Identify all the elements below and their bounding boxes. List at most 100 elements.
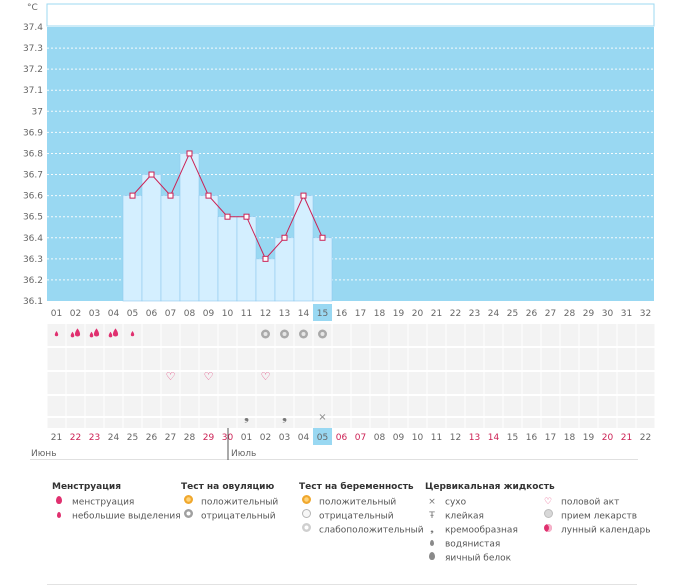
calendar-date-label: 03 [279, 433, 290, 443]
marker-cell [617, 418, 636, 428]
calendar-date-label: 19 [583, 433, 595, 443]
marker-cell [636, 372, 655, 394]
marker-cell [351, 324, 370, 346]
moon-icon [544, 524, 552, 532]
marker-cell [636, 324, 655, 346]
cycle-day-label: 12 [260, 309, 271, 319]
cycle-day-label: 01 [51, 309, 62, 319]
cycle-day-label: 32 [640, 309, 651, 319]
month-label: Июнь [31, 449, 57, 459]
calendar-date-label: 12 [450, 433, 461, 443]
dry-icon: × [428, 497, 436, 507]
ovulation-negative-core [301, 332, 306, 336]
temperature-bar [198, 195, 219, 302]
cycle-day-label: 29 [583, 309, 595, 319]
marker-cell [123, 348, 142, 370]
y-tick-label: 37.1 [23, 86, 43, 96]
y-unit-label: °C [27, 3, 38, 13]
legend-ovulation: Тест на овуляцию положительный отрицател… [181, 481, 278, 523]
legend-item: отрицательный [299, 509, 424, 523]
legend-item: слабоположительный [299, 523, 424, 537]
marker-cell [370, 396, 389, 416]
ovulation-negative-core [263, 332, 268, 336]
month-labels: Июнь Июль [30, 428, 638, 460]
calendar-date-label: 07 [355, 433, 366, 443]
marker-cell [66, 372, 85, 394]
marker-cell [199, 396, 218, 416]
marker-cell [218, 396, 237, 416]
temperature-bar [141, 174, 162, 302]
calendar-date-label: 25 [127, 433, 138, 443]
marker-cell [351, 396, 370, 416]
marker-cell [541, 418, 560, 428]
calendar-date-label: 05 [317, 433, 328, 443]
calendar-date-label: 01 [241, 433, 252, 443]
temperature-bar [312, 237, 333, 302]
calendar-date-label: 14 [488, 433, 500, 443]
marker-cell [332, 348, 351, 370]
y-tick-label: 36.1 [23, 297, 43, 307]
marker-cell [522, 396, 541, 416]
marker-cell [617, 396, 636, 416]
legend-title: Цервикальная жидкость [425, 482, 555, 492]
marker-cell [522, 348, 541, 370]
calendar-date-label: 27 [165, 433, 176, 443]
chart-top-strip [46, 3, 655, 27]
marker-cell [294, 396, 313, 416]
marker-cell [142, 324, 161, 346]
marker-cell [104, 418, 123, 428]
cycle-day-label: 15 [317, 309, 328, 319]
cycle-day-label: 05 [127, 309, 138, 319]
marker-cell [598, 372, 617, 394]
calendar-date-label: 23 [89, 433, 100, 443]
marker-cell [275, 372, 294, 394]
marker-cell [66, 418, 85, 428]
marker-cell [351, 348, 370, 370]
marker-cell [237, 418, 256, 428]
temperature-bar [179, 153, 200, 302]
legend-item: яичный белок [425, 551, 555, 565]
cycle-day-label: 11 [241, 309, 252, 319]
calendar-date-label: 04 [298, 433, 310, 443]
marker-cell [598, 324, 617, 346]
cycle-day-label: 22 [450, 309, 461, 319]
marker-cell [66, 348, 85, 370]
marker-cell [598, 396, 617, 416]
marker-cell [503, 396, 522, 416]
marker-cell [275, 418, 294, 428]
marker-cell [465, 324, 484, 346]
marker-cell [313, 418, 332, 428]
cycle-day-label: 14 [298, 309, 310, 319]
cycle-day-label: 16 [336, 309, 348, 319]
marker-cell [446, 324, 465, 346]
marker-cell [294, 348, 313, 370]
temperature-points [129, 150, 326, 262]
calendar-date-label: 20 [602, 433, 614, 443]
marker-cell [123, 396, 142, 416]
temperature-bars [122, 153, 333, 302]
temperature-bar [274, 237, 295, 302]
marker-cell [256, 372, 275, 394]
marker-cell [332, 372, 351, 394]
marker-cell [237, 372, 256, 394]
marker-cell [275, 348, 294, 370]
calendar-date-label: 17 [545, 433, 556, 443]
marker-cell [66, 396, 85, 416]
temperature-point [300, 192, 307, 199]
y-tick-label: 37.4 [23, 23, 43, 33]
marker-cell [161, 348, 180, 370]
marker-cell [85, 418, 104, 428]
marker-cell [465, 396, 484, 416]
temperature-point [243, 213, 250, 220]
cycle-day-labels: 01 02 03 04 05 06 07 08 09 10 11 12 13 14 15 16 17 18 19 20… [51, 304, 651, 321]
marker-cell [370, 324, 389, 346]
temperature-point [148, 171, 155, 178]
marker-cell [332, 324, 351, 346]
marker-cell [389, 348, 408, 370]
marker-cell [313, 348, 332, 370]
menstruation-icon [70, 331, 75, 338]
y-tick-label: 37 [32, 107, 43, 117]
marker-cell [408, 418, 427, 428]
cycle-day-label: 21 [431, 309, 442, 319]
